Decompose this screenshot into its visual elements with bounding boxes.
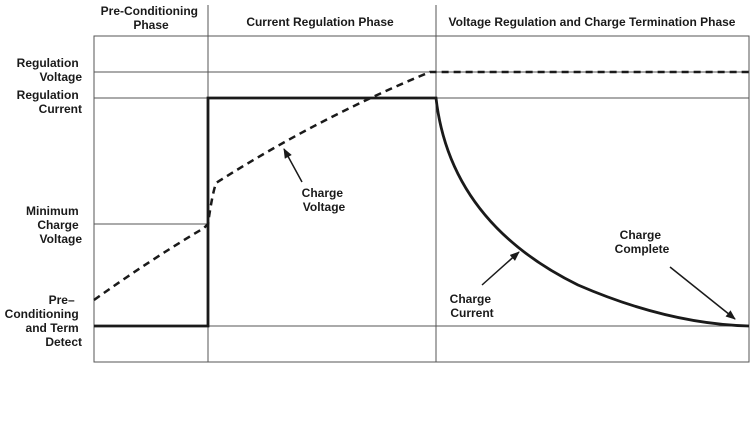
label-regulation-voltage: Regulation Voltage bbox=[17, 56, 83, 84]
charge-voltage-curve bbox=[93, 70, 749, 302]
plot-frame bbox=[93, 35, 750, 363]
charge-complete-arrow bbox=[669, 266, 736, 320]
label-regulation-current: Regulation Current bbox=[17, 88, 82, 116]
label-minimum-charge-voltage: Minimum Charge Voltage bbox=[26, 204, 82, 246]
label-charge-complete: Charge Complete bbox=[615, 228, 670, 256]
phase-title-current-regulation: Current Regulation Phase bbox=[246, 15, 394, 29]
phase-title-voltage-regulation: Voltage Regulation and Charge Terminatio… bbox=[449, 15, 736, 29]
label-charge-voltage: Charge Voltage bbox=[302, 186, 347, 214]
charge-current-curve bbox=[94, 96, 750, 328]
charge-current-arrow bbox=[481, 251, 520, 286]
charge-voltage-arrow bbox=[283, 148, 303, 183]
label-preconditioning-term-detect: Pre– Conditioning and Term Detect bbox=[5, 293, 82, 349]
phase-title-preconditioning: Pre-Conditioning Phase bbox=[101, 4, 202, 32]
label-charge-current: Charge Current bbox=[450, 292, 495, 320]
